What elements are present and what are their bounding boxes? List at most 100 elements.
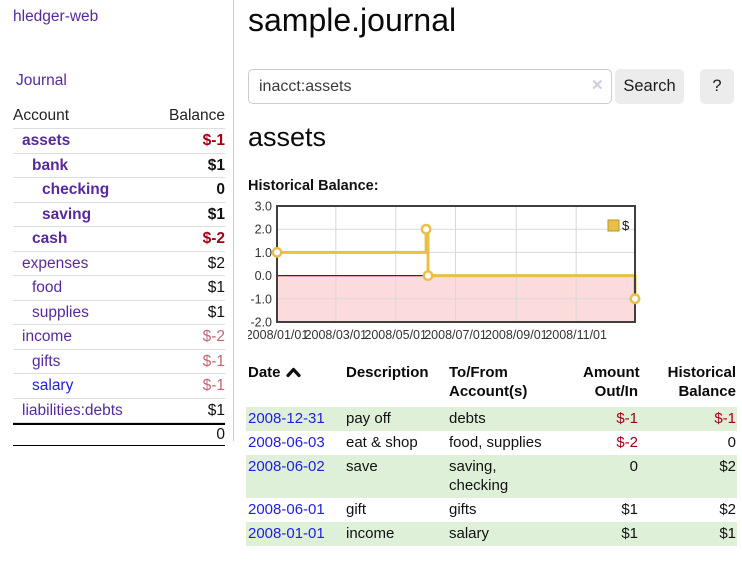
svg-text:$: $ [622,218,630,233]
sort-asc-icon [285,367,301,378]
help-button[interactable]: ? [700,69,734,104]
transaction-accounts: food, supplies [449,434,542,451]
total-balance: 0 [216,426,225,443]
sidebar-item-journal[interactable]: Journal [16,72,67,89]
account-balance: $-1 [202,132,225,149]
transaction-date-link[interactable]: 2008-06-02 [248,458,325,475]
account-row: supplies $1 [13,301,225,325]
account-link[interactable]: income [22,328,72,345]
account-link[interactable]: food [32,279,63,296]
page-title: sample.journal [248,2,457,38]
transaction-description: eat & shop [346,434,418,451]
svg-text:2008/03/01: 2008/03/01 [305,328,368,342]
historical-balance: $2 [719,501,736,518]
svg-text:2008/11/01: 2008/11/01 [545,328,607,342]
register-rows: 2008-12-31 pay off debts $-1 $-1 2008-06-03 ea… [246,407,737,546]
table-row: 2008-12-31 pay off debts $-1 $-1 [246,407,737,431]
column-header-date[interactable]: Date [246,363,344,407]
transaction-accounts: salary [449,525,490,542]
historical-balance-chart: $3.0 2.0 1.0 0.0 -1.0 -2.02008/01/012008/03/0… [248,200,641,342]
account-row: bank $1 [13,154,225,178]
register-table: Date Description To/From Account(s) Amou… [246,363,737,546]
clear-search-icon[interactable]: ✕ [591,77,604,94]
svg-text:1.0: 1.0 [255,246,272,260]
transaction-accounts: saving, checking [449,458,509,494]
account-heading: assets [248,122,327,152]
table-row: 2008-01-01 income salary $1 $1 [246,522,737,546]
account-balance: $-2 [202,230,225,247]
register-header-row: Date Description To/From Account(s) Amou… [246,363,737,407]
svg-text:2008/05/01: 2008/05/01 [364,328,427,342]
historical-balance: $1 [719,525,736,542]
accounts-rows: assets $-1 bank $1 checking 0 saving $1 cash $-2 e… [13,129,225,423]
svg-text:2008/09/01: 2008/09/01 [485,328,548,342]
column-header-balance: Historical Balance [667,364,736,400]
amount-out-in: 0 [629,458,638,475]
transaction-accounts: debts [449,410,486,427]
svg-text:2008/07/01: 2008/07/01 [424,328,487,342]
account-balance: $-1 [202,377,225,394]
account-balance: $1 [207,156,225,174]
transaction-date-link[interactable]: 2008-12-31 [248,410,325,427]
account-link[interactable]: liabilities:debts [22,401,123,419]
search-button[interactable]: Search [615,69,684,104]
account-balance: $-2 [202,328,225,345]
transaction-description: gift [346,501,367,518]
account-balance: $2 [207,254,225,272]
svg-text:3.0: 3.0 [255,200,272,214]
account-link[interactable]: bank [32,156,69,174]
accounts-total-row: 0 [13,423,225,446]
account-row: gifts $-1 [13,350,225,374]
account-balance: $1 [207,279,225,296]
account-link[interactable]: supplies [32,303,89,321]
svg-text:-2.0: -2.0 [250,316,272,330]
account-link[interactable]: salary [32,377,74,394]
transaction-description: income [346,525,395,542]
transaction-date-link[interactable]: 2008-06-03 [248,434,325,451]
account-balance: 0 [216,181,225,198]
account-link[interactable]: checking [42,181,110,198]
search-input[interactable] [248,69,612,104]
account-row: income $-2 [13,325,225,350]
account-row: assets $-1 [13,129,225,154]
svg-text:2008/01/01: 2008/01/01 [248,328,308,342]
account-row: salary $-1 [13,374,225,399]
table-row: 2008-06-01 gift gifts $1 $2 [246,498,737,522]
date-header-label: Date [248,364,281,381]
svg-text:-1.0: -1.0 [250,292,272,306]
account-balance: $1 [207,303,225,321]
account-row: checking 0 [13,178,225,203]
column-header-amount: Amount Out/In [583,364,640,400]
account-row: saving $1 [13,203,225,227]
svg-text:2.0: 2.0 [255,223,272,237]
transaction-date-link[interactable]: 2008-06-01 [248,501,325,518]
transaction-accounts: gifts [449,501,477,518]
account-link[interactable]: gifts [32,352,61,370]
column-header-accounts: To/From Account(s) [449,364,528,400]
amount-out-in: $-2 [616,434,638,451]
balance-column-header: Balance [168,107,225,124]
sidebar-divider [233,0,234,441]
column-header-description: Description [346,364,429,381]
account-link[interactable]: cash [32,230,68,247]
account-link[interactable]: expenses [22,254,89,272]
historical-balance: $2 [719,458,736,475]
account-balance: $-1 [202,352,225,370]
account-link[interactable]: assets [22,132,71,149]
account-link[interactable]: saving [42,205,92,223]
transaction-description: pay off [346,410,391,427]
amount-out-in: $-1 [616,410,638,427]
historical-balance: $-1 [714,410,736,427]
brand-link[interactable]: hledger-web [13,8,99,25]
account-row: liabilities:debts $1 [13,399,225,423]
accounts-table-header: Account Balance [13,103,225,129]
account-balance: $1 [207,401,225,419]
account-column-header: Account [13,107,70,124]
account-row: food $1 [13,276,225,301]
accounts-table: Account Balance assets $-1 bank $1 checking 0… [13,103,225,446]
table-row: 2008-06-03 eat & shop food, supplies $-2 0 [246,431,737,455]
transaction-description: save [346,458,378,475]
amount-out-in: $1 [621,501,638,518]
transaction-date-link[interactable]: 2008-01-01 [248,525,325,542]
